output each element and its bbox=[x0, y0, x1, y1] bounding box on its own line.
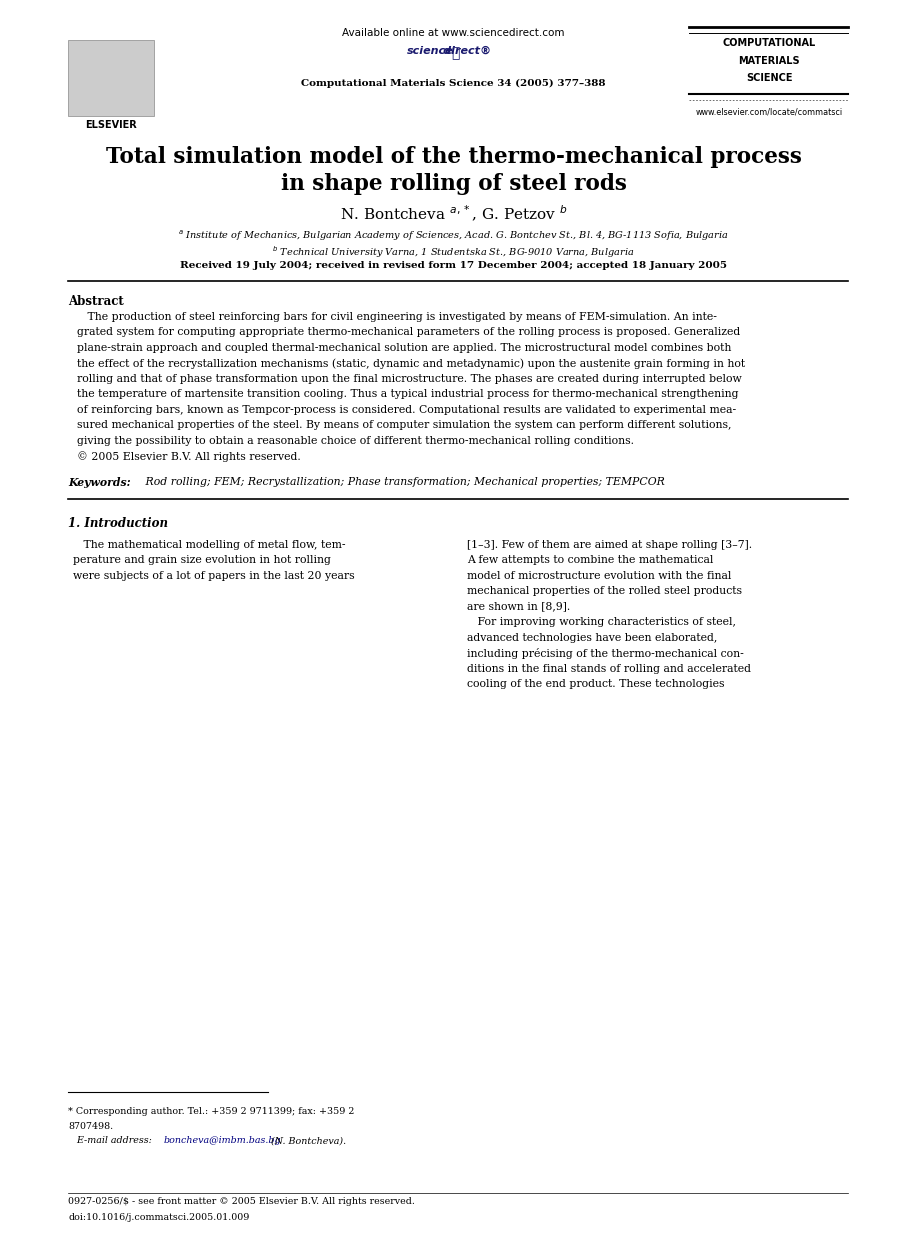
Text: the effect of the recrystallization mechanisms (static, dynamic and metadynamic): the effect of the recrystallization mech… bbox=[77, 358, 746, 369]
Text: rolling and that of phase transformation upon the final microstructure. The phas: rolling and that of phase transformation… bbox=[77, 374, 742, 384]
Text: grated system for computing appropriate thermo-mechanical parameters of the roll: grated system for computing appropriate … bbox=[77, 327, 740, 338]
Text: The production of steel reinforcing bars for civil engineering is investigated b: The production of steel reinforcing bars… bbox=[77, 312, 717, 322]
Text: sured mechanical properties of the steel. By means of computer simulation the sy: sured mechanical properties of the steel… bbox=[77, 420, 732, 431]
Text: are shown in [8,9].: are shown in [8,9]. bbox=[467, 602, 571, 612]
Text: 0927-0256/$ - see front matter © 2005 Elsevier B.V. All rights reserved.: 0927-0256/$ - see front matter © 2005 El… bbox=[68, 1197, 414, 1206]
Text: Received 19 July 2004; received in revised form 17 December 2004; accepted 18 Ja: Received 19 July 2004; received in revis… bbox=[180, 261, 727, 270]
Text: 8707498.: 8707498. bbox=[68, 1122, 113, 1130]
Text: COMPUTATIONAL: COMPUTATIONAL bbox=[723, 38, 815, 48]
Text: boncheva@imbm.bas.bg: boncheva@imbm.bas.bg bbox=[163, 1136, 281, 1145]
Text: $^{b}$ Technical University Varna, 1 Studentska St., BG-9010 Varna, Bulgaria: $^{b}$ Technical University Varna, 1 Stu… bbox=[272, 244, 635, 260]
Text: The mathematical modelling of metal flow, tem-: The mathematical modelling of metal flow… bbox=[73, 540, 345, 550]
Text: the temperature of martensite transition cooling. Thus a typical industrial proc: the temperature of martensite transition… bbox=[77, 389, 738, 400]
Text: N. Bontcheva $^{a,*}$, G. Petzov $^{b}$: N. Bontcheva $^{a,*}$, G. Petzov $^{b}$ bbox=[340, 204, 567, 224]
Text: ELSEVIER: ELSEVIER bbox=[84, 120, 137, 130]
Text: www.elsevier.com/locate/commatsci: www.elsevier.com/locate/commatsci bbox=[696, 108, 843, 116]
Text: [1–3]. Few of them are aimed at shape rolling [3–7].: [1–3]. Few of them are aimed at shape ro… bbox=[467, 540, 752, 550]
Text: including précising of the thermo-mechanical con-: including précising of the thermo-mechan… bbox=[467, 647, 744, 659]
Text: model of microstructure evolution with the final: model of microstructure evolution with t… bbox=[467, 571, 731, 581]
Text: Keywords:: Keywords: bbox=[68, 477, 131, 488]
Text: advanced technologies have been elaborated,: advanced technologies have been elaborat… bbox=[467, 633, 717, 643]
Text: A few attempts to combine the mathematical: A few attempts to combine the mathematic… bbox=[467, 555, 714, 566]
Text: $^{a}$ Institute of Mechanics, Bulgarian Academy of Sciences, Acad. G. Bontchev : $^{a}$ Institute of Mechanics, Bulgarian… bbox=[178, 229, 729, 244]
Text: perature and grain size evolution in hot rolling: perature and grain size evolution in hot… bbox=[73, 555, 330, 566]
Text: direct®: direct® bbox=[416, 46, 491, 56]
Text: ⓐ: ⓐ bbox=[451, 46, 460, 59]
Text: in shape rolling of steel rods: in shape rolling of steel rods bbox=[280, 173, 627, 196]
Text: For improving working characteristics of steel,: For improving working characteristics of… bbox=[467, 617, 736, 628]
Text: cooling of the end product. These technologies: cooling of the end product. These techno… bbox=[467, 678, 725, 690]
Text: of reinforcing bars, known as Tempcor-process is considered. Computational resul: of reinforcing bars, known as Tempcor-pr… bbox=[77, 405, 736, 415]
FancyBboxPatch shape bbox=[68, 40, 154, 116]
Text: mechanical properties of the rolled steel products: mechanical properties of the rolled stee… bbox=[467, 586, 742, 597]
Text: E-mail address:: E-mail address: bbox=[68, 1136, 155, 1145]
Text: Computational Materials Science 34 (2005) 377–388: Computational Materials Science 34 (2005… bbox=[301, 79, 606, 88]
Text: 1. Introduction: 1. Introduction bbox=[68, 517, 168, 531]
Text: Abstract: Abstract bbox=[68, 295, 123, 308]
Text: * Corresponding author. Tel.: +359 2 9711399; fax: +359 2: * Corresponding author. Tel.: +359 2 971… bbox=[68, 1107, 355, 1115]
Text: Total simulation model of the thermo-mechanical process: Total simulation model of the thermo-mec… bbox=[105, 146, 802, 168]
Text: SCIENCE: SCIENCE bbox=[746, 73, 793, 83]
Text: giving the possibility to obtain a reasonable choice of different thermo-mechani: giving the possibility to obtain a reaso… bbox=[77, 436, 634, 446]
Text: © 2005 Elsevier B.V. All rights reserved.: © 2005 Elsevier B.V. All rights reserved… bbox=[77, 451, 301, 462]
Text: Rod rolling; FEM; Recrystallization; Phase transformation; Mechanical properties: Rod rolling; FEM; Recrystallization; Pha… bbox=[142, 477, 665, 487]
Text: (N. Bontcheva).: (N. Bontcheva). bbox=[268, 1136, 346, 1145]
Text: ditions in the final stands of rolling and accelerated: ditions in the final stands of rolling a… bbox=[467, 664, 751, 673]
Text: MATERIALS: MATERIALS bbox=[738, 56, 800, 66]
Text: doi:10.1016/j.commatsci.2005.01.009: doi:10.1016/j.commatsci.2005.01.009 bbox=[68, 1213, 249, 1222]
Text: Available online at www.sciencedirect.com: Available online at www.sciencedirect.co… bbox=[342, 28, 565, 38]
Text: plane-strain approach and coupled thermal-mechanical solution are applied. The m: plane-strain approach and coupled therma… bbox=[77, 343, 731, 353]
Text: were subjects of a lot of papers in the last 20 years: were subjects of a lot of papers in the … bbox=[73, 571, 355, 581]
Text: science: science bbox=[407, 46, 454, 56]
